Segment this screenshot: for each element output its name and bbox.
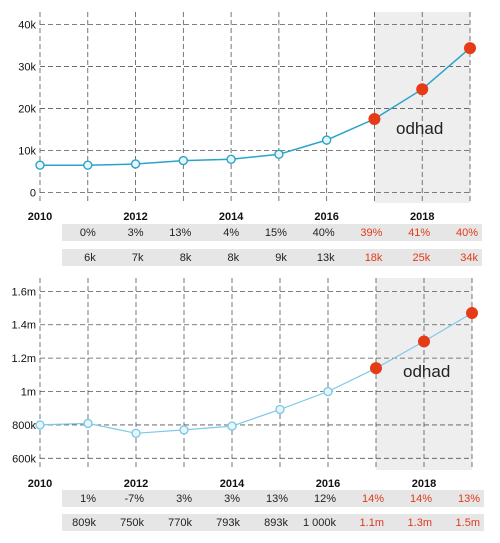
- bottom-table-cell: 13%: [266, 493, 288, 505]
- top-table-cell: 3%: [128, 227, 144, 239]
- bottom-ytick-label: 800k: [12, 420, 36, 432]
- bottom-ytick-label: 1.4m: [12, 320, 36, 332]
- top-table-cell: 8k: [180, 252, 192, 264]
- bottom-data-point: [35, 420, 45, 430]
- top-forecast-band: [374, 12, 470, 203]
- top-table-cell: 4%: [223, 227, 239, 239]
- bottom-table-cell: 12%: [314, 493, 336, 505]
- bottom-ytick-label: 1.6m: [12, 286, 36, 298]
- bottom-table-cell: 14%: [410, 493, 432, 505]
- top-table-cell: 18k: [365, 252, 383, 264]
- top-data-point: [130, 159, 141, 169]
- bottom-xtick-label: 2018: [412, 478, 436, 490]
- top-data-point: [178, 155, 189, 166]
- top-data-point: [274, 149, 284, 160]
- top-xtick-label: 2018: [410, 211, 434, 223]
- top-table-cell: 15%: [265, 227, 287, 239]
- bottom-table-cell: 893k: [264, 517, 288, 529]
- bottom-xtick-label: 2016: [316, 478, 340, 490]
- top-ytick-label: 20k: [18, 104, 36, 116]
- bottom-chart: 600k 800k 1m 1.2m 1.4m 1.6m 2010 2012 2014 2016 20…: [12, 278, 484, 531]
- bottom-data-point: [179, 425, 189, 435]
- top-table-cell: 9k: [275, 252, 287, 264]
- top-xtick-label: 2014: [219, 211, 244, 223]
- top-data-point: [35, 160, 45, 170]
- bottom-annotation: odhad: [403, 362, 450, 381]
- top-table-cell: 7k: [132, 252, 144, 264]
- top-table-row-bg: [62, 249, 482, 266]
- bottom-table-cell: 3%: [176, 493, 192, 505]
- bottom-table-cell: 1 000k: [303, 517, 337, 529]
- top-ytick-label: 40k: [18, 20, 36, 32]
- bottom-table-cell: 13%: [458, 493, 480, 505]
- bottom-forecast-point: [418, 335, 430, 348]
- top-table-cell: 40%: [313, 227, 335, 239]
- bottom-xtick-label: 2010: [28, 478, 52, 490]
- top-forecast-point: [464, 42, 476, 55]
- top-table-cell: 40%: [456, 227, 478, 239]
- top-ytick-label: 10k: [18, 146, 36, 158]
- top-data-point: [321, 135, 332, 145]
- bottom-xtick-label: 2014: [220, 478, 245, 490]
- top-table-cell: 41%: [408, 227, 430, 239]
- top-xtick-label: 2010: [28, 211, 52, 223]
- top-table-cell: 8k: [227, 252, 239, 264]
- bottom-table-row-bg: [62, 490, 484, 507]
- bottom-data-point: [83, 418, 93, 429]
- bottom-data-point: [275, 404, 285, 415]
- top-table-cell: 39%: [360, 227, 382, 239]
- top-ytick-label: 30k: [18, 62, 36, 74]
- bottom-table-cell: 3%: [224, 493, 240, 505]
- bottom-data-point: [131, 428, 141, 438]
- top-chart: 0 10k 20k 30k 40k 2010 2012 2014 2016 2018 odhad 0%…: [18, 12, 482, 266]
- top-ytick-label: 0: [30, 188, 36, 200]
- bottom-table-cell: -7%: [124, 493, 144, 505]
- bottom-table-cell: 14%: [362, 493, 384, 505]
- top-data-point: [226, 154, 236, 165]
- bottom-table-cell: 750k: [120, 517, 144, 529]
- top-table-cell: 6k: [84, 252, 96, 264]
- top-series-line: [40, 47, 471, 166]
- bottom-table-cell: 1.1m: [360, 517, 384, 529]
- bottom-data-point: [227, 421, 237, 431]
- top-table-cell: 34k: [460, 252, 478, 264]
- bottom-table-cell: 809k: [72, 517, 96, 529]
- bottom-table-cell: 1.3m: [408, 517, 432, 529]
- bottom-table-row-bg: [62, 514, 484, 531]
- bottom-series-line: [39, 312, 473, 434]
- bottom-ytick-label: 1m: [21, 387, 36, 399]
- top-data-point: [83, 160, 93, 170]
- bottom-table-cell: 793k: [216, 517, 240, 529]
- top-annotation: odhad: [396, 119, 443, 138]
- bottom-forecast-point: [370, 362, 382, 375]
- top-table-cell: 0%: [80, 227, 96, 239]
- top-table-cell: 13k: [317, 252, 335, 264]
- bottom-ytick-label: 1.2m: [12, 353, 36, 365]
- bottom-xtick-label: 2012: [124, 478, 148, 490]
- top-xtick-label: 2012: [123, 211, 147, 223]
- top-forecast-point: [416, 83, 429, 96]
- bottom-table-cell: 1.5m: [456, 517, 480, 529]
- top-forecast-point: [368, 113, 381, 126]
- top-table-cell: 25k: [412, 252, 430, 264]
- bottom-forecast-point: [466, 307, 478, 320]
- top-table-cell: 13%: [169, 227, 191, 239]
- bottom-data-point: [323, 386, 333, 397]
- top-xtick-label: 2016: [314, 211, 338, 223]
- top-table-row-bg: [62, 224, 482, 241]
- bottom-table-cell: 1%: [80, 493, 96, 505]
- bottom-table-cell: 770k: [168, 517, 192, 529]
- bottom-ytick-label: 600k: [12, 453, 36, 465]
